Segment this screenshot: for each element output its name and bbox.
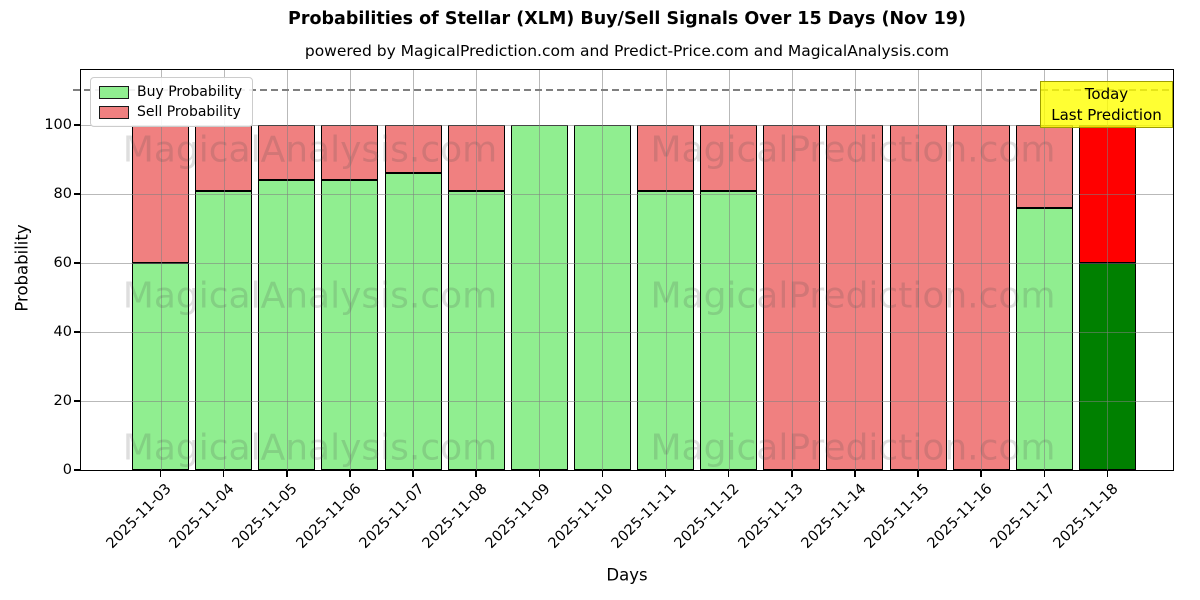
today-annotation-line2: Last Prediction (1051, 105, 1162, 124)
x-tick-mark (538, 471, 541, 477)
y-tick-label: 60 (53, 254, 72, 271)
legend-label-buy: Buy Probability (137, 84, 243, 100)
x-tick-mark (412, 471, 414, 477)
x-tick-label-2025-11-13: 2025-11-13 (735, 481, 807, 552)
threshold-dashed-line (73, 89, 1173, 91)
watermark-text: MagicalAnalysis.com (122, 275, 498, 317)
x-tick-mark (159, 471, 162, 477)
x-tick-label-2025-11-05: 2025-11-05 (230, 481, 302, 552)
y-tick-mark (74, 400, 81, 402)
v-gridline-2025-11-18 (1107, 70, 1109, 470)
h-gridline-80 (81, 194, 1173, 195)
x-tick-label-2025-11-04: 2025-11-04 (167, 481, 238, 552)
y-tick-label: 40 (53, 323, 72, 340)
watermark-text: MagicalAnalysis.com (122, 427, 498, 469)
page-title: Probabilities of Stellar (XLM) Buy/Sell … (288, 9, 966, 29)
x-tick-mark (222, 471, 225, 477)
plot-area: MagicalAnalysis.com MagicalPrediction.com… (73, 69, 1174, 471)
y-tick-mark (74, 331, 81, 333)
legend: Buy Probability Sell Probability (90, 77, 254, 127)
today-annotation: Today Last Prediction (1040, 81, 1173, 128)
x-tick-mark (1043, 471, 1046, 477)
x-axis-label: Days (606, 565, 648, 585)
x-tick-label-2025-11-08: 2025-11-08 (419, 481, 491, 552)
h-gridline-60 (81, 263, 1173, 264)
y-tick-label: 0 (62, 461, 72, 478)
v-gridline-2025-11-08 (476, 70, 478, 470)
h-gridline-40 (81, 332, 1173, 333)
x-tick-label-2025-11-12: 2025-11-12 (672, 481, 743, 552)
x-tick-mark (791, 471, 793, 477)
x-tick-mark (475, 471, 477, 477)
legend-item-buy: Buy Probability (99, 84, 242, 100)
x-tick-mark (854, 471, 856, 477)
x-tick-label-2025-11-18: 2025-11-18 (1050, 481, 1122, 552)
page-subtitle: powered by MagicalPrediction.com and Pre… (304, 42, 950, 60)
v-gridline-2025-11-06 (349, 70, 351, 470)
legend-item-sell: Sell Probability (99, 104, 242, 120)
y-tick-mark (74, 469, 81, 471)
v-gridline-2025-11-03 (160, 70, 162, 470)
x-tick-label-2025-11-11: 2025-11-11 (608, 481, 680, 552)
v-gridline-2025-11-14 (854, 70, 856, 470)
x-tick-label-2025-11-06: 2025-11-06 (293, 481, 365, 552)
x-tick-mark (286, 471, 288, 477)
y-tick-mark (74, 124, 81, 126)
x-tick-label-2025-11-15: 2025-11-15 (861, 481, 933, 552)
x-tick-label-2025-11-03: 2025-11-03 (103, 481, 175, 552)
v-gridline-2025-11-13 (791, 70, 793, 470)
y-tick-label: 100 (44, 116, 72, 133)
x-tick-label-2025-11-17: 2025-11-17 (987, 481, 1059, 552)
v-gridline-2025-11-16 (981, 70, 983, 470)
x-tick-label-2025-11-16: 2025-11-16 (924, 481, 996, 552)
v-gridline-2025-11-09 (539, 70, 541, 470)
y-tick-mark (74, 193, 81, 195)
x-tick-mark (1106, 471, 1109, 477)
x-tick-label-2025-11-09: 2025-11-09 (482, 481, 554, 552)
x-tick-label-2025-11-14: 2025-11-14 (798, 481, 870, 552)
v-gridline-2025-11-04 (223, 70, 225, 470)
y-tick-label: 80 (53, 185, 72, 202)
sell-swatch (99, 105, 129, 119)
today-annotation-line1: Today (1084, 84, 1129, 103)
x-tick-label-2025-11-07: 2025-11-07 (356, 481, 428, 552)
legend-label-sell: Sell Probability (137, 104, 241, 120)
v-gridline-2025-11-10 (602, 70, 604, 470)
v-gridline-2025-11-11 (665, 70, 667, 470)
v-gridline-2025-11-05 (286, 70, 288, 470)
x-tick-mark (727, 471, 730, 477)
h-gridline-20 (81, 401, 1173, 402)
y-tick-mark (74, 262, 81, 264)
buy-swatch (99, 85, 129, 99)
watermark-text: MagicalPrediction.com (650, 427, 1056, 469)
v-gridline-2025-11-12 (728, 70, 730, 470)
watermark-text: MagicalPrediction.com (650, 129, 1056, 171)
x-tick-label-2025-11-10: 2025-11-10 (545, 481, 617, 552)
x-tick-mark (601, 471, 604, 477)
x-tick-mark (664, 471, 667, 477)
v-gridline-2025-11-15 (918, 70, 920, 470)
x-tick-mark (917, 471, 919, 477)
watermark-text: MagicalPrediction.com (650, 275, 1056, 317)
x-tick-mark (349, 471, 351, 477)
h-gridline-100 (81, 125, 1173, 126)
x-tick-mark (980, 471, 982, 477)
watermark-text: MagicalAnalysis.com (122, 129, 498, 171)
v-gridline-2025-11-07 (413, 70, 415, 470)
v-gridline-2025-11-17 (1044, 70, 1046, 470)
y-tick-label: 20 (53, 392, 72, 409)
